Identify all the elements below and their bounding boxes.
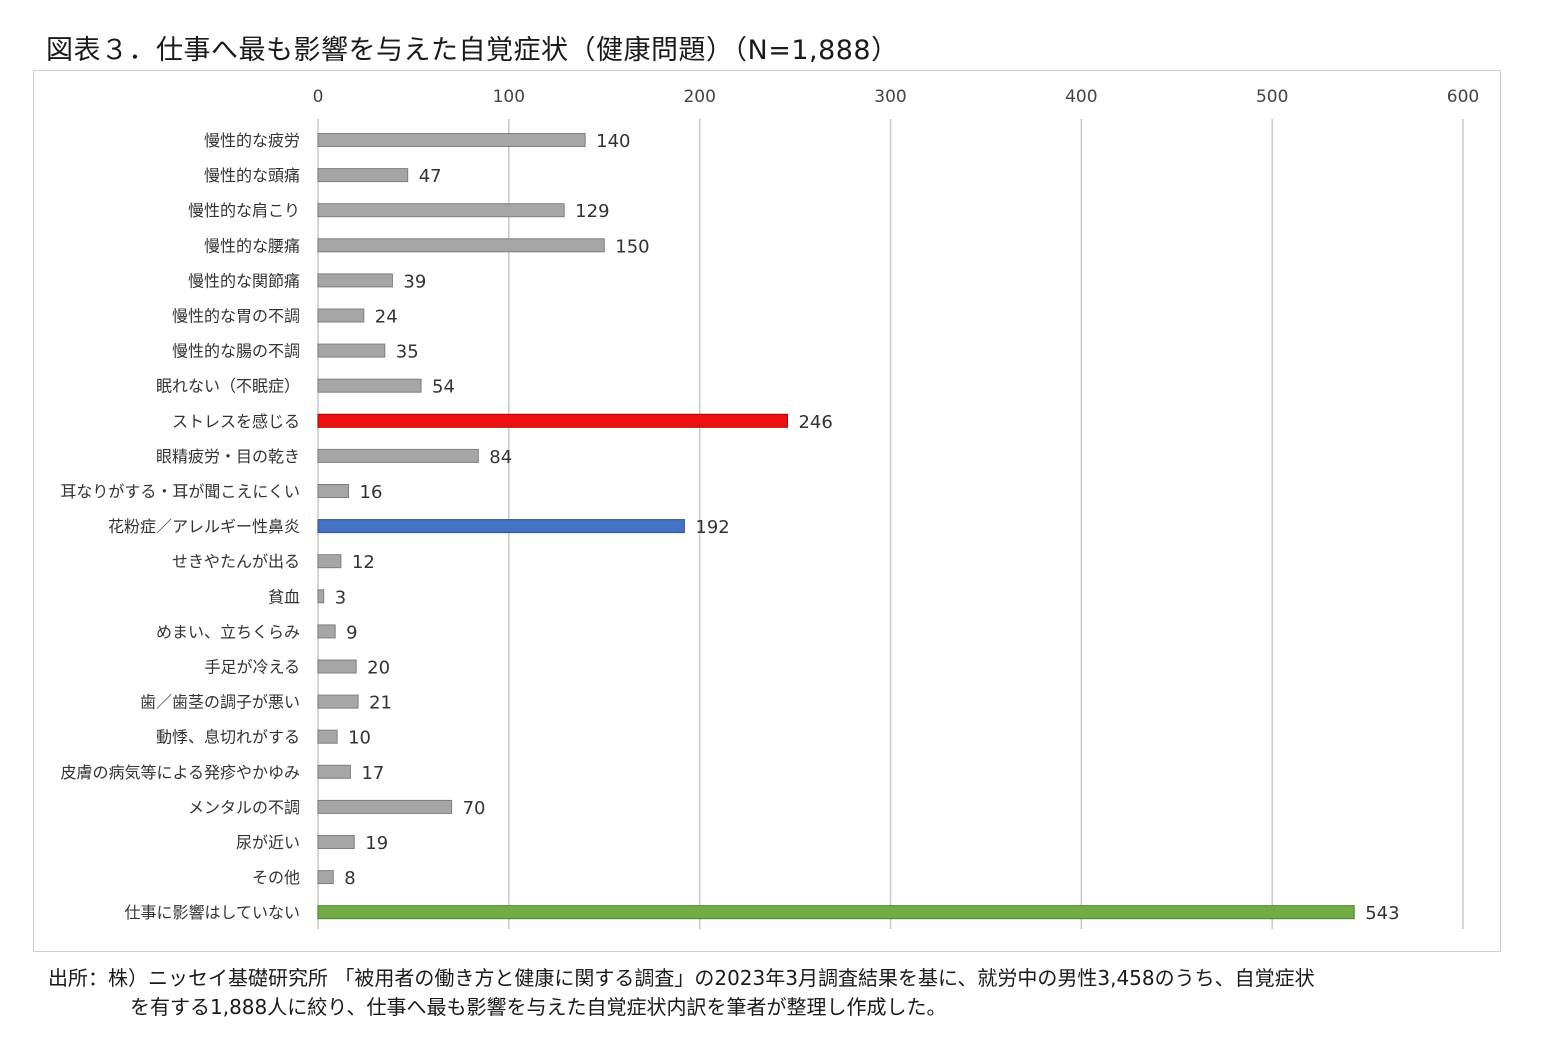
x-tick-label: 100 — [493, 87, 525, 107]
category-label: 花粉症／アレルギー性鼻炎 — [108, 517, 300, 536]
category-label: 慢性的な疲労 — [204, 131, 300, 150]
data-label: 35 — [396, 342, 419, 363]
bar — [317, 343, 386, 358]
bar-chart: 0 100 200 300 400 500 600 慢性的な疲労 140 慢性的な頭痛 47 慢性的な… — [60, 87, 1479, 929]
category-label: その他 — [252, 868, 300, 887]
category-label: 慢性的な胃の不調 — [172, 307, 300, 326]
data-label: 140 — [596, 131, 630, 152]
bar — [317, 308, 365, 323]
x-tick-label: 400 — [1065, 87, 1097, 107]
category-label: 耳なりがする・耳が聞こえにくい — [60, 482, 300, 501]
data-label: 20 — [367, 658, 390, 679]
data-label: 54 — [432, 377, 455, 398]
bar — [317, 764, 351, 779]
data-label: 192 — [695, 517, 729, 538]
category-label: 貧血 — [268, 587, 300, 606]
data-label: 70 — [463, 798, 486, 819]
bar — [317, 589, 325, 604]
data-label: 84 — [489, 447, 512, 468]
data-label: 47 — [419, 166, 442, 187]
category-label: メンタルの不調 — [188, 798, 300, 817]
data-label: 39 — [403, 271, 426, 292]
x-tick-label: 600 — [1447, 87, 1479, 107]
data-label: 150 — [615, 236, 649, 257]
data-label: 16 — [360, 482, 383, 503]
x-tick-label: 200 — [683, 87, 715, 107]
bar — [317, 729, 338, 744]
category-label: ストレスを感じる — [172, 412, 300, 431]
source-note: 出所：株）ニッセイ基礎研究所 「被用者の働き方と健康に関する調査」の2023年3… — [48, 964, 1518, 1022]
bar — [317, 905, 1355, 920]
category-label: 尿が近い — [236, 833, 300, 852]
data-label: 3 — [335, 587, 346, 608]
category-label: せきやたんが出る — [172, 552, 300, 571]
bar — [317, 168, 409, 183]
bar — [317, 799, 453, 814]
category-label: めまい、立ちくらみ — [156, 622, 300, 641]
data-label: 21 — [369, 693, 392, 714]
x-tick-label: 0 — [313, 87, 324, 107]
data-label: 9 — [346, 622, 357, 643]
category-label: 慢性的な頭痛 — [204, 166, 300, 185]
category-label: 慢性的な腰痛 — [204, 236, 300, 255]
bar — [317, 659, 357, 674]
category-label: 慢性的な腸の不調 — [172, 342, 300, 361]
chart-title: 図表３．仕事へ最も影響を与えた自覚症状（健康問題）（N=1,888） — [46, 35, 899, 66]
category-label: 手足が冷える — [204, 658, 300, 677]
category-label: 動悸、息切れがする — [156, 728, 300, 747]
data-label: 24 — [375, 307, 398, 328]
bar — [317, 378, 422, 393]
x-tick-label: 500 — [1256, 87, 1288, 107]
source-note-line2: を有する1,888人に絞り、仕事へ最も影響を与えた自覚症状内訳を筆者が整理し作成… — [130, 995, 947, 1019]
bar — [317, 413, 788, 428]
data-label: 8 — [344, 868, 355, 889]
data-label: 10 — [348, 728, 371, 749]
bar — [317, 133, 586, 147]
bar — [317, 484, 350, 498]
data-label: 17 — [361, 763, 384, 784]
data-label: 19 — [365, 833, 388, 854]
bar — [317, 870, 334, 885]
data-label: 246 — [798, 412, 832, 433]
bar — [317, 694, 359, 709]
bar — [317, 238, 605, 253]
bar — [317, 519, 685, 534]
category-label: 慢性的な肩こり — [188, 201, 300, 220]
data-label: 12 — [352, 552, 375, 573]
data-label: 543 — [1365, 903, 1399, 924]
category-label: 慢性的な関節痛 — [188, 271, 300, 290]
source-note-line1: 出所：株）ニッセイ基礎研究所 「被用者の働き方と健康に関する調査」の2023年3… — [48, 966, 1315, 990]
category-label: 皮膚の病気等による発疹やかゆみ — [60, 763, 300, 782]
bar — [317, 835, 355, 849]
category-label: 眼精疲労・目の乾き — [156, 447, 300, 466]
bar — [317, 203, 565, 218]
bar — [317, 448, 479, 463]
x-tick-label: 300 — [874, 87, 906, 107]
bar — [317, 624, 336, 639]
category-label: 歯／歯茎の調子が悪い — [140, 693, 300, 712]
bar — [317, 273, 393, 288]
category-label: 仕事に影響はしていない — [124, 903, 300, 922]
chart-area: 0 100 200 300 400 500 600 慢性的な疲労 140 慢性的な頭痛 47 慢性的な… — [33, 70, 1501, 952]
bar — [317, 554, 342, 569]
category-label: 眠れない（不眠症） — [156, 377, 300, 396]
data-label: 129 — [575, 201, 609, 222]
